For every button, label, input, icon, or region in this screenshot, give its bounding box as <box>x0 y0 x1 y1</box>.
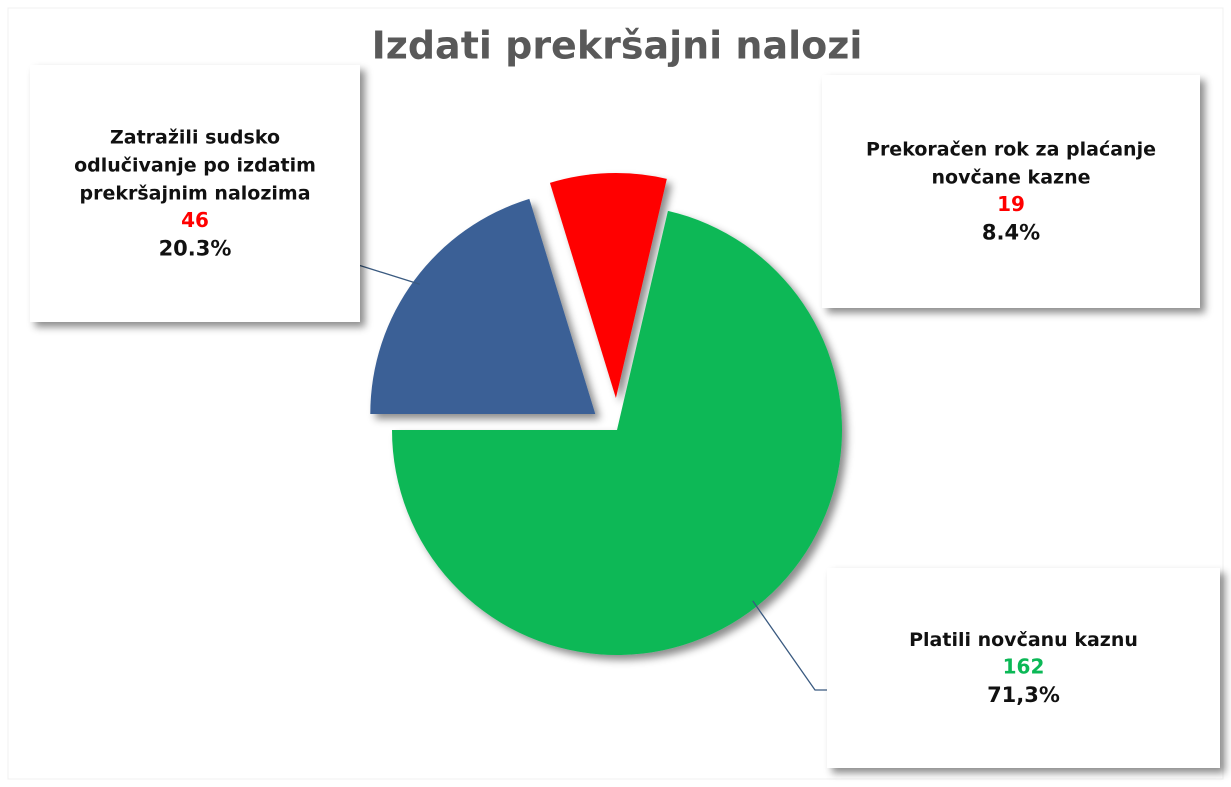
value-label: 162 <box>1003 655 1045 679</box>
category-line: odlučivanje po izdatim <box>74 154 316 176</box>
percent-label: 8.4% <box>982 221 1040 245</box>
chart-title: Izdati prekršajni nalozi <box>372 24 863 68</box>
pie-slice <box>370 198 596 414</box>
value-label: 19 <box>997 192 1025 216</box>
category-line: Prekoračen rok za plaćanje <box>866 138 1156 160</box>
category-label: Prekoračen rok za plaćanje novčane kazne <box>866 138 1156 188</box>
leader-line <box>752 600 830 691</box>
pie <box>370 173 842 656</box>
label-box <box>30 65 360 322</box>
percent-label: 20.3% <box>159 237 232 261</box>
category-label: Zatražili sudsko odlučivanje po izdatim pr… <box>74 126 316 204</box>
label-box <box>822 75 1200 308</box>
category-label: Platili novčanu kaznu <box>909 629 1138 651</box>
pie-slice <box>549 173 667 399</box>
percent-label: 71,3% <box>987 683 1060 707</box>
pie-slice <box>392 210 842 656</box>
category-line: Zatražili sudsko <box>110 126 280 148</box>
category-line: Platili novčanu kaznu <box>909 629 1138 651</box>
value-label: 46 <box>181 208 209 232</box>
category-line: prekršajnim nalozima <box>79 182 310 204</box>
category-line: novčane kazne <box>931 166 1090 188</box>
label-box <box>827 568 1220 768</box>
